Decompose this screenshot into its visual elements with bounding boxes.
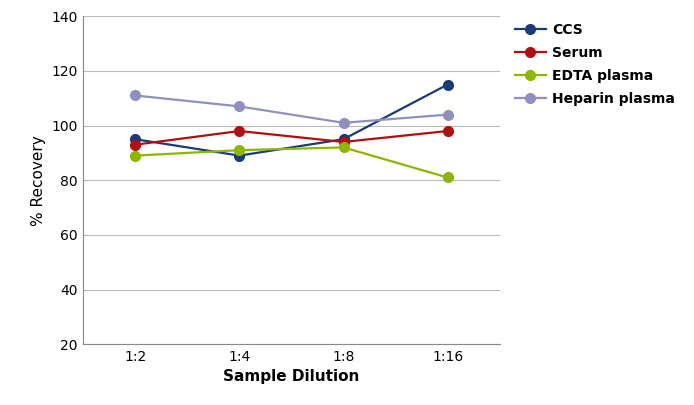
- Line: EDTA plasma: EDTA plasma: [130, 143, 452, 182]
- EDTA plasma: [339, 145, 348, 150]
- Line: Serum: Serum: [130, 126, 452, 149]
- Serum: [235, 129, 244, 134]
- X-axis label: Sample Dilution: Sample Dilution: [223, 369, 359, 384]
- Serum: [131, 142, 139, 147]
- Serum: [339, 139, 348, 145]
- Heparin plasma: [443, 112, 452, 117]
- Y-axis label: % Recovery: % Recovery: [31, 135, 46, 226]
- Heparin plasma: [339, 120, 348, 125]
- Heparin plasma: [131, 93, 139, 98]
- EDTA plasma: [443, 175, 452, 180]
- CCS: [339, 137, 348, 142]
- CCS: [131, 137, 139, 142]
- Serum: [443, 129, 452, 134]
- CCS: [443, 82, 452, 87]
- Heparin plasma: [235, 104, 244, 109]
- Line: Heparin plasma: Heparin plasma: [130, 91, 452, 128]
- CCS: [235, 153, 244, 158]
- EDTA plasma: [131, 153, 139, 158]
- Legend: CCS, Serum, EDTA plasma, Heparin plasma: CCS, Serum, EDTA plasma, Heparin plasma: [515, 23, 675, 106]
- EDTA plasma: [235, 148, 244, 153]
- Line: CCS: CCS: [130, 80, 452, 160]
